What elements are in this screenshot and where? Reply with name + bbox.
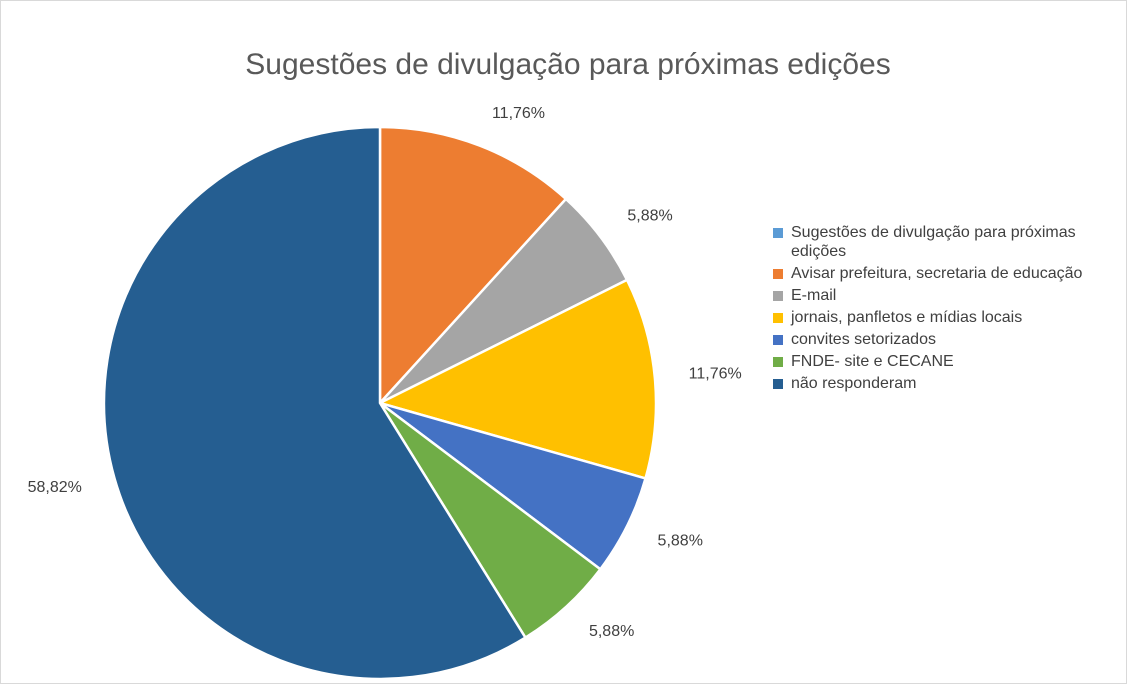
- legend-label: jornais, panfletos e mídias locais: [791, 309, 1023, 326]
- legend-swatch: [773, 335, 783, 345]
- legend-swatch: [773, 269, 783, 279]
- pie-slice: [378, 125, 568, 407]
- legend-item: Avisar prefeitura, secretaria de educaçã…: [773, 264, 1118, 283]
- legend-item: FNDE- site e CECANE: [773, 352, 1118, 371]
- legend-swatch: [773, 357, 783, 367]
- legend-swatch: [773, 228, 783, 238]
- legend-label: Avisar prefeitura, secretaria de educaçã…: [791, 265, 1083, 282]
- legend-label: E-mail: [791, 287, 837, 304]
- legend-swatch: [773, 379, 783, 389]
- legend-swatch: [773, 291, 783, 301]
- legend-item: convites setorizados: [773, 330, 1118, 349]
- pie-slice: [102, 125, 528, 681]
- data-label: 58,82%: [28, 479, 82, 496]
- legend-item: não responderam: [773, 374, 1118, 393]
- legend-item: jornais, panfletos e mídias locais: [773, 308, 1118, 327]
- data-label: 5,88%: [658, 532, 703, 549]
- legend-label: convites setorizados: [791, 331, 936, 348]
- data-label: 11,76%: [492, 105, 545, 122]
- legend-item: E-mail: [773, 286, 1118, 305]
- legend-label: não responderam: [791, 375, 917, 392]
- legend: Sugestões de divulgação para próximas ed…: [773, 223, 1118, 396]
- data-label: 11,76%: [689, 366, 742, 383]
- legend-item: Sugestões de divulgação para próximas ed…: [773, 223, 1118, 261]
- chart-title: Sugestões de divulgação para próximas ed…: [245, 48, 890, 81]
- pie-slice: [376, 278, 658, 480]
- legend-label: Sugestões de divulgação para próximas ed…: [791, 224, 1076, 260]
- data-label: 5,88%: [589, 623, 634, 640]
- legend-label: FNDE- site e CECANE: [791, 353, 954, 370]
- data-label: 5,88%: [627, 207, 672, 224]
- legend-swatch: [773, 313, 783, 323]
